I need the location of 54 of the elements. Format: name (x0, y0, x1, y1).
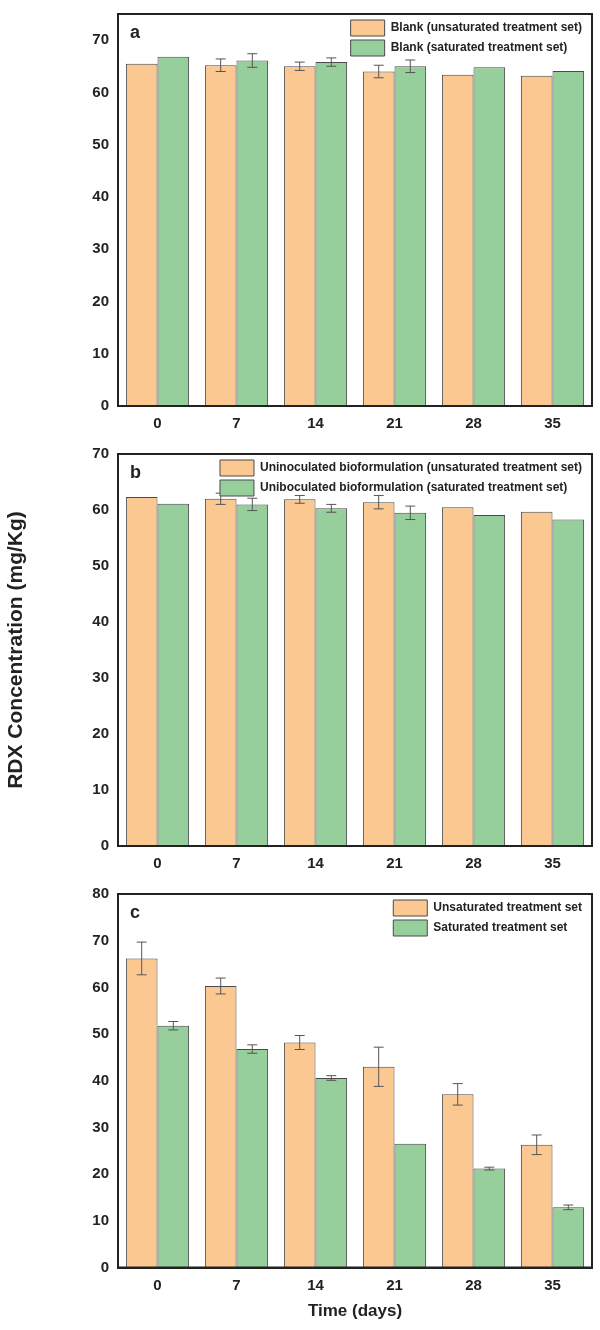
x-tick-label: 21 (386, 1275, 403, 1293)
y-tick-label: 0 (100, 836, 109, 854)
y-tick-label: 60 (92, 82, 109, 100)
y-tick-label: 50 (92, 1024, 109, 1042)
legend-label: Unsaturated treatment set (433, 900, 583, 915)
x-tick-label: 14 (307, 854, 325, 872)
x-tick-label: 7 (232, 1275, 241, 1293)
y-tick-label: 30 (92, 1117, 109, 1135)
x-tick-label: 7 (232, 414, 241, 432)
y-tick-label: 10 (92, 343, 109, 361)
annotation: a (130, 21, 141, 42)
annotation: c (130, 901, 141, 922)
y-tick-label: 70 (92, 444, 109, 462)
y-tick-label: 60 (92, 500, 109, 518)
y-tick-label: 0 (100, 396, 109, 414)
y-tick-label: 20 (92, 291, 109, 309)
x-tick-label: 7 (232, 854, 241, 872)
x-tick-label: 0 (153, 1275, 162, 1293)
x-tick-label: 35 (544, 854, 561, 872)
y-tick-label: 50 (92, 134, 109, 152)
y-tick-label: 20 (92, 724, 109, 742)
x-tick-label: 28 (465, 1275, 482, 1293)
y-tick-label: 80 (92, 884, 109, 902)
legend-label: Blank (saturated treatment set) (390, 40, 568, 55)
y-tick-label: 20 (92, 1164, 109, 1182)
x-tick-label: 28 (465, 414, 482, 432)
x-tick-label: 35 (544, 1275, 561, 1293)
y-tick-label: 10 (92, 780, 109, 798)
y-tick-label: 60 (92, 977, 109, 995)
legend-label: Uniboculated bioformulation (saturated treatment set) (259, 480, 568, 495)
x-tick-label: 21 (386, 414, 403, 432)
legend-label: Saturated treatment set (433, 920, 568, 935)
y-axis-title: RDX Concentration (mg/Kg) (3, 511, 27, 789)
legend-label: Uninoculated bioformulation (unsaturated treatment set) (259, 460, 583, 475)
y-tick-label: 30 (92, 239, 109, 257)
x-tick-label: 0 (153, 414, 162, 432)
x-tick-label: 14 (307, 1275, 325, 1293)
y-tick-label: 30 (92, 668, 109, 686)
y-tick-label: 50 (92, 556, 109, 574)
legend-label: Blank (unsaturated treatment set) (390, 20, 582, 35)
y-tick-label: 70 (92, 30, 109, 48)
x-tick-label: 14 (307, 414, 325, 432)
x-tick-label: 28 (465, 854, 482, 872)
y-tick-label: 40 (92, 1070, 109, 1088)
y-tick-label: 40 (92, 612, 109, 630)
y-tick-label: 40 (92, 187, 109, 205)
x-tick-label: 0 (153, 854, 162, 872)
x-axis-title: Time (days) (307, 1301, 403, 1321)
x-tick-label: 21 (386, 854, 403, 872)
y-tick-label: 70 (92, 930, 109, 948)
y-tick-label: 10 (92, 1211, 109, 1229)
annotation: b (130, 461, 141, 482)
y-tick-label: 0 (100, 1257, 109, 1275)
x-tick-label: 35 (544, 414, 561, 432)
